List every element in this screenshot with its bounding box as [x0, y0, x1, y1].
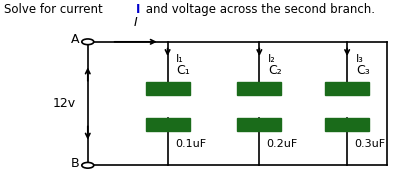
- Text: C₁: C₁: [176, 64, 190, 77]
- Bar: [237, 118, 281, 131]
- Text: A: A: [71, 33, 80, 46]
- Text: I₁: I₁: [176, 54, 184, 64]
- Bar: [146, 118, 190, 131]
- Text: C₃: C₃: [356, 64, 369, 77]
- Bar: [146, 82, 190, 95]
- Text: I₂: I₂: [268, 54, 276, 64]
- Text: I₃: I₃: [356, 54, 364, 64]
- Text: 0.3uF: 0.3uF: [354, 139, 385, 149]
- Text: 0.1uF: 0.1uF: [175, 139, 206, 149]
- Text: I: I: [134, 16, 138, 29]
- Bar: [325, 82, 369, 95]
- Text: C₂: C₂: [268, 64, 282, 77]
- Bar: [325, 118, 369, 131]
- Text: Solve for current: Solve for current: [4, 3, 107, 16]
- Text: B: B: [71, 157, 80, 170]
- Text: 12v: 12v: [52, 97, 75, 110]
- Text: 0.2uF: 0.2uF: [267, 139, 298, 149]
- Bar: [237, 82, 281, 95]
- Circle shape: [82, 39, 94, 45]
- Text: and voltage across the second branch.: and voltage across the second branch.: [142, 3, 375, 16]
- Text: I: I: [136, 3, 140, 16]
- Circle shape: [82, 162, 94, 168]
